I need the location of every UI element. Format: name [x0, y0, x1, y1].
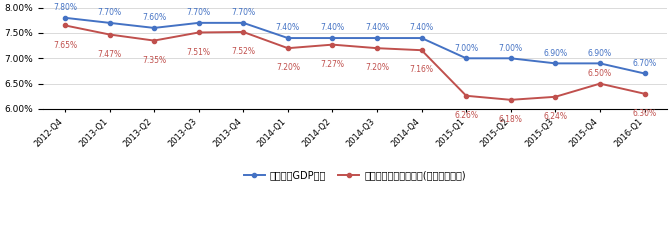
季度累计实体经济增速(刂除金融行业) — [195, 31, 203, 34]
季度累计GDP增速 — [373, 37, 381, 40]
Text: 7.16%: 7.16% — [409, 65, 433, 75]
Text: 7.60%: 7.60% — [142, 13, 166, 22]
季度累计实体经济增速(刂除金融行业) — [105, 33, 113, 36]
Text: 6.70%: 6.70% — [633, 59, 657, 68]
Text: 7.51%: 7.51% — [187, 48, 211, 57]
季度累计实体经济增速(刂除金融行业) — [507, 98, 515, 101]
季度累计GDP增速 — [328, 37, 336, 40]
季度累计GDP增速 — [61, 16, 69, 19]
季度累计GDP增速 — [552, 62, 560, 65]
Text: 7.20%: 7.20% — [365, 63, 389, 72]
季度累计实体经济增速(刂除金融行业) — [61, 24, 69, 27]
Text: 7.35%: 7.35% — [142, 56, 166, 65]
季度累计实体经济增速(刂除金融行业) — [373, 47, 381, 50]
季度累计实体经济增速(刂除金融行业) — [552, 95, 560, 98]
Legend: 季度累计GDP增速, 季度累计实体经济增速(刂除金融行业): 季度累计GDP增速, 季度累计实体经济增速(刂除金融行业) — [240, 166, 470, 184]
Text: 6.18%: 6.18% — [499, 115, 523, 124]
Text: 6.90%: 6.90% — [588, 49, 612, 58]
Text: 7.20%: 7.20% — [276, 63, 300, 72]
Text: 7.40%: 7.40% — [365, 23, 389, 33]
Text: 7.65%: 7.65% — [53, 41, 77, 50]
Text: 6.30%: 6.30% — [633, 109, 657, 118]
Text: 7.47%: 7.47% — [97, 50, 121, 59]
Text: 6.26%: 6.26% — [454, 111, 478, 120]
季度累计GDP增速 — [284, 37, 292, 40]
Text: 7.70%: 7.70% — [231, 8, 256, 17]
季度累计实体经济增速(刂除金融行业) — [328, 43, 336, 46]
Text: 7.40%: 7.40% — [276, 23, 300, 33]
Line: 季度累计实体经济增速(刂除金融行业): 季度累计实体经济增速(刂除金融行业) — [63, 23, 647, 102]
Text: 7.00%: 7.00% — [454, 44, 478, 53]
季度累计GDP增速 — [641, 72, 649, 75]
季度累计GDP增速 — [417, 37, 425, 40]
季度累计GDP增速 — [150, 26, 158, 29]
季度累计GDP增速 — [105, 21, 113, 24]
Text: 6.90%: 6.90% — [544, 49, 568, 58]
季度累计GDP增速 — [596, 62, 604, 65]
季度累计实体经济增速(刂除金融行业) — [417, 49, 425, 52]
Text: 6.24%: 6.24% — [544, 112, 568, 121]
Text: 7.70%: 7.70% — [97, 8, 121, 17]
季度累计实体经济增速(刂除金融行业) — [150, 39, 158, 42]
季度累计实体经济增速(刂除金融行业) — [641, 92, 649, 95]
季度累计实体经济增速(刂除金融行业) — [462, 94, 470, 97]
Text: 7.40%: 7.40% — [320, 23, 344, 33]
Text: 7.00%: 7.00% — [499, 44, 523, 53]
季度累计实体经济增速(刂除金融行业) — [596, 82, 604, 85]
Line: 季度累计GDP增速: 季度累计GDP增速 — [63, 16, 647, 76]
Text: 7.80%: 7.80% — [53, 3, 77, 12]
Text: 6.50%: 6.50% — [588, 69, 612, 78]
Text: 7.52%: 7.52% — [231, 47, 255, 56]
季度累计GDP增速 — [195, 21, 203, 24]
季度累计实体经济增速(刂除金融行业) — [284, 47, 292, 50]
季度累计GDP增速 — [240, 21, 248, 24]
季度累计GDP增速 — [507, 57, 515, 60]
Text: 7.27%: 7.27% — [321, 60, 344, 69]
季度累计GDP增速 — [462, 57, 470, 60]
Text: 7.40%: 7.40% — [409, 23, 433, 33]
季度累计实体经济增速(刂除金融行业) — [240, 30, 248, 33]
Text: 7.70%: 7.70% — [187, 8, 211, 17]
